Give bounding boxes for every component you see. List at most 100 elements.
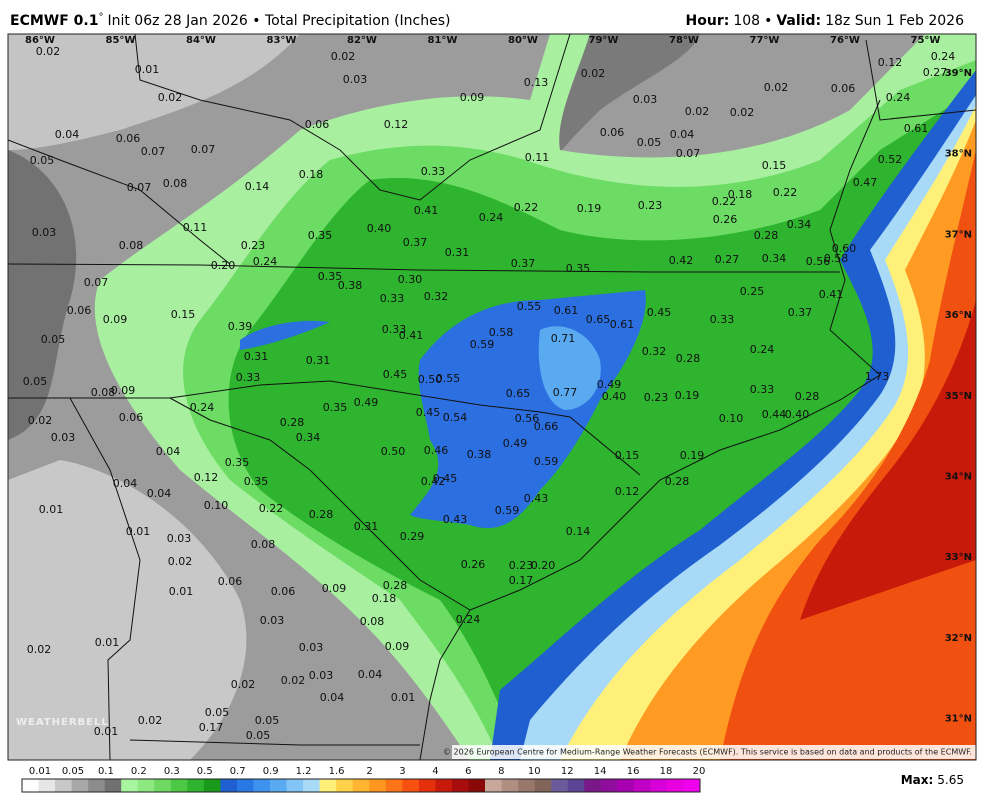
longitude-label: 77°W — [750, 35, 780, 46]
precip-label: 0.02 — [28, 414, 53, 427]
colorbar-swatch — [286, 779, 304, 792]
precip-label: 0.58 — [489, 326, 514, 339]
precip-label: 0.49 — [354, 396, 379, 409]
precip-label: 0.35 — [318, 270, 343, 283]
colorbar-swatch — [203, 779, 221, 792]
precip-label: 0.59 — [534, 455, 559, 468]
precip-label: 0.33 — [750, 383, 775, 396]
colorbar-label: 0.2 — [131, 766, 147, 777]
precip-label: 0.28 — [795, 390, 820, 403]
latitude-label: 35°N — [945, 391, 972, 402]
longitude-label: 85°W — [106, 35, 136, 46]
precip-label: 0.06 — [119, 411, 144, 424]
colorbar-swatch — [55, 779, 72, 792]
graticule-labels: 86°W 85°W 84°W 83°W 82°W 81°W 80°W 79°W 78°W 77°W… — [25, 35, 972, 725]
map — [8, 34, 976, 760]
precip-label: 0.18 — [372, 592, 397, 605]
precip-label: 0.08 — [91, 386, 116, 399]
hour-label: Hour: — [686, 13, 730, 29]
longitude-label: 75°W — [911, 35, 941, 46]
precip-label: 0.35 — [225, 456, 250, 469]
precip-label: 0.31 — [306, 354, 331, 367]
precip-label: 0.28 — [309, 508, 334, 521]
precip-label: 0.45 — [647, 306, 672, 319]
precip-label: 0.06 — [831, 82, 856, 95]
colorbar-label: 20 — [693, 766, 706, 777]
precip-label: 0.20 — [211, 259, 236, 272]
precip-label: 0.15 — [762, 159, 787, 172]
colorbar-swatch — [38, 779, 56, 792]
latitude-label: 39°N — [945, 68, 972, 79]
precip-label: 0.04 — [55, 128, 80, 141]
precip-label: 0.06 — [116, 132, 141, 145]
precip-label: 0.02 — [764, 81, 789, 94]
colorbar-swatch — [187, 779, 205, 792]
colorbar-swatch — [650, 779, 668, 792]
precip-label: 0.07 — [141, 145, 166, 158]
precip-label: 0.45 — [433, 472, 458, 485]
light-gray — [8, 34, 300, 150]
colorbar-swatch — [600, 779, 618, 792]
degree: ° — [98, 12, 103, 23]
light-gray-south — [8, 460, 247, 760]
precip-label: 0.37 — [788, 306, 813, 319]
longitude-label: 78°W — [669, 35, 699, 46]
precip-label: 0.24 — [253, 255, 278, 268]
precip-label: 0.19 — [577, 202, 602, 215]
precip-label: 0.04 — [320, 691, 345, 704]
precip-label: 0.35 — [323, 401, 348, 414]
precip-label: 0.40 — [785, 408, 810, 421]
de-border — [865, 39, 976, 121]
precip-label: 1.73 — [865, 370, 890, 383]
colorbar-swatch — [435, 779, 453, 792]
precip-label: 0.28 — [754, 229, 779, 242]
precip-label: 0.01 — [135, 63, 160, 76]
latitude-label: 36°N — [945, 310, 972, 321]
precip-light-blue — [538, 326, 601, 410]
precip-label: 0.43 — [443, 513, 468, 526]
precip-label: 0.10 — [204, 499, 229, 512]
colorbar-swatch — [71, 779, 89, 792]
latitude-label: 34°N — [945, 472, 972, 483]
colorbar-swatch — [88, 779, 105, 792]
precip-label: 0.55 — [517, 300, 542, 313]
colorbar-swatch — [633, 779, 651, 792]
colorbar-swatch — [418, 779, 436, 792]
precip-label: 0.08 — [119, 239, 144, 252]
ocean-dark-red — [800, 300, 976, 620]
precip-label: 0.42 — [669, 254, 694, 267]
precip-label: 0.20 — [531, 559, 556, 572]
colorbar-swatch — [220, 779, 238, 792]
latitude-label: 38°N — [945, 149, 972, 160]
precip-label: 0.05 — [637, 136, 662, 149]
colorbar-swatch — [551, 779, 569, 792]
precip-label: 0.32 — [642, 345, 667, 358]
precip-label: 0.31 — [445, 246, 470, 259]
precip-label: 0.35 — [566, 262, 591, 275]
precip-label: 0.04 — [147, 487, 172, 500]
precip-label: 0.24 — [456, 613, 481, 626]
title-rest: Init 06z 28 Jan 2026 • Total Precipitati… — [107, 13, 450, 29]
precip-label: 0.45 — [416, 406, 441, 419]
precip-label: 0.02 — [158, 91, 183, 104]
precip-label: 0.43 — [524, 492, 549, 505]
precip-label: 0.05 — [205, 706, 230, 719]
precip-label: 0.40 — [367, 222, 392, 235]
colorbar-swatch — [369, 779, 387, 792]
precip-label: 0.28 — [665, 475, 690, 488]
precip-label: 0.54 — [443, 411, 468, 424]
precip-label: 0.56 — [515, 412, 540, 425]
colorbar-label: 6 — [465, 766, 471, 777]
header-title: ECMWF 0.1° Init 06z 28 Jan 2026 • Total P… — [10, 12, 451, 29]
precip-label: 0.01 — [169, 585, 194, 598]
precip-label: 0.77 — [553, 386, 578, 399]
precip-label: 0.06 — [600, 126, 625, 139]
precip-label: 0.27 — [923, 66, 948, 79]
colorbar-swatch — [154, 779, 172, 792]
precip-label: 0.50 — [381, 445, 406, 458]
precip-label: 0.47 — [853, 176, 878, 189]
precip-label: 0.12 — [194, 471, 219, 484]
precip-label: 0.22 — [514, 201, 539, 214]
